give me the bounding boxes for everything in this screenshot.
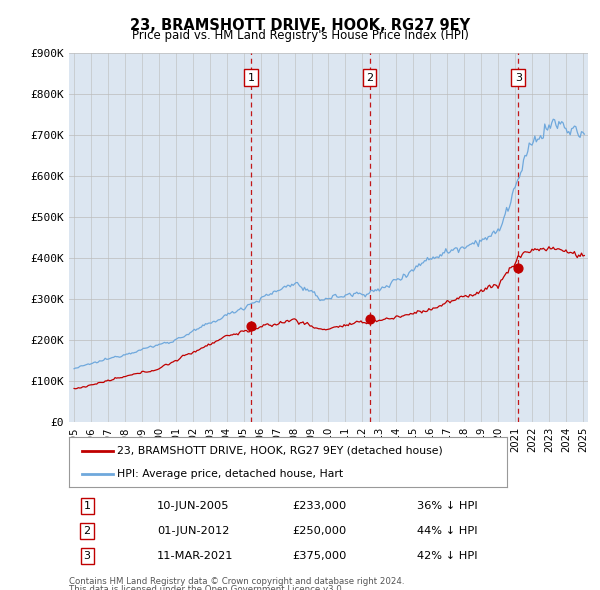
Text: £375,000: £375,000 [292,551,347,561]
Text: 10-JUN-2005: 10-JUN-2005 [157,501,230,511]
Text: Price paid vs. HM Land Registry's House Price Index (HPI): Price paid vs. HM Land Registry's House … [131,30,469,42]
Text: 2: 2 [366,73,373,83]
Text: 1: 1 [83,501,91,511]
Text: 23, BRAMSHOTT DRIVE, HOOK, RG27 9EY (detached house): 23, BRAMSHOTT DRIVE, HOOK, RG27 9EY (det… [117,445,443,455]
Text: 1: 1 [248,73,254,83]
Point [247,322,256,331]
Text: 36% ↓ HPI: 36% ↓ HPI [417,501,478,511]
Point [514,264,523,273]
Text: HPI: Average price, detached house, Hart: HPI: Average price, detached house, Hart [117,469,343,479]
Text: £250,000: £250,000 [292,526,346,536]
Text: 42% ↓ HPI: 42% ↓ HPI [417,551,478,561]
Text: 11-MAR-2021: 11-MAR-2021 [157,551,234,561]
Text: £233,000: £233,000 [292,501,346,511]
Text: This data is licensed under the Open Government Licence v3.0.: This data is licensed under the Open Gov… [69,585,344,590]
Point [365,314,374,324]
Text: 3: 3 [83,551,91,561]
Text: 3: 3 [515,73,522,83]
Text: 23, BRAMSHOTT DRIVE, HOOK, RG27 9EY: 23, BRAMSHOTT DRIVE, HOOK, RG27 9EY [130,18,470,32]
Text: 01-JUN-2012: 01-JUN-2012 [157,526,230,536]
Text: 2: 2 [83,526,91,536]
Text: Contains HM Land Registry data © Crown copyright and database right 2024.: Contains HM Land Registry data © Crown c… [69,577,404,586]
Text: 44% ↓ HPI: 44% ↓ HPI [417,526,478,536]
